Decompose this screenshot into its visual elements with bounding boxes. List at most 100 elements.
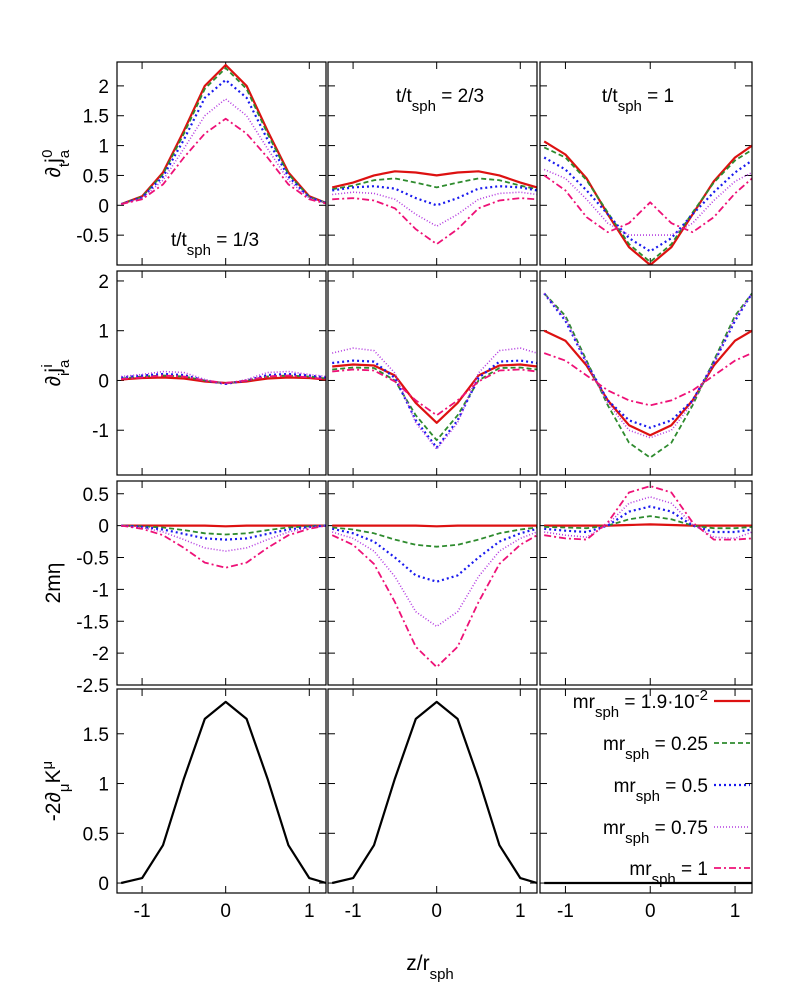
series-line-0 [121,524,326,528]
panel-frame [327,480,538,686]
x-tick-label: 1 [515,901,526,922]
series-line-2 [332,185,537,207]
panel-r0-c0: -0.5 0 0.5 1 1.5 2 [76,61,327,266]
panel-frame [116,61,327,266]
y-tick-label: 0.5 [83,166,109,187]
legend-label: mrsph = 1 [629,859,708,888]
legend-label: mrsph = 0.75 [603,818,708,847]
series-line-4 [332,368,537,417]
x-tick-label: -1 [345,901,362,922]
panel-frame [327,61,538,266]
x-tick-label: 1 [304,901,315,922]
series-line-4 [543,174,752,234]
legend-label: mrsph = 0.5 [614,776,708,805]
series-line-0 [543,329,752,437]
series-line-0 [332,363,537,424]
panel-r3-c2: -1 0 1 [539,688,753,922]
series-line-4 [121,524,326,569]
series-line-0 [121,376,326,385]
panel-frame [116,688,327,894]
panel-r0-c1 [327,61,538,266]
series-line-2 [121,524,326,541]
series-line-chern-simons [120,700,326,885]
x-tick-label: 0 [645,901,656,922]
series-line-2 [120,78,326,206]
panel-r1-c1 [327,270,538,476]
series-line-0 [120,63,326,206]
y-tick-label: -0.5 [76,226,109,247]
series-line-4 [121,374,326,384]
y-tick-label: -1.5 [76,612,109,633]
series-line-2 [543,292,752,429]
panel-r3-c1: -1 0 1 [327,688,538,922]
y-tick-label: 0 [98,517,109,538]
x-tick-label: 1 [730,901,741,922]
x-tick-label: 0 [431,901,442,922]
panel-frame [327,270,538,476]
x-tick-label: 0 [220,901,231,922]
panel-frame [539,61,753,266]
y-axis-label: 2mη [42,563,65,604]
series-line-4 [120,117,326,205]
series-line-3 [121,370,326,385]
panel-r2-c1 [327,480,538,686]
series-line-1 [332,526,537,548]
panel-r2-c0: -2.5 -2 -1.5 -1 -0.5 0 0.5 [76,480,327,697]
time-annotation: t/tsph = 1 [602,86,674,115]
x-tick-label: -1 [134,901,151,922]
panel-r3-c0: 0 0.5 1 1.5 -1 0 1 [83,688,327,922]
series-line-1 [544,515,752,530]
panel-frame [116,480,327,686]
y-axis-label: ∂tja0 [39,149,73,177]
y-tick-label: 1 [98,137,109,158]
y-tick-label: 0 [98,371,109,392]
panel-frame [539,270,753,476]
y-tick-label: -2.5 [76,676,109,697]
series-line-chern-simons [331,700,537,885]
series-line-2 [543,156,752,253]
series-line-0 [331,170,537,189]
series-line-4 [543,352,752,407]
series-line-3 [543,292,752,439]
panel-frame [539,480,753,686]
y-tick-label: 1.5 [83,725,109,746]
series-line-4 [332,197,537,246]
y-tick-label: -0.5 [76,549,109,570]
panel-frame [539,688,753,894]
series-line-2 [332,359,537,449]
time-annotation: t/tsph = 2/3 [396,86,484,115]
series-line-1 [332,177,537,191]
y-tick-label: 1.5 [83,107,109,128]
y-tick-label: 0 [98,874,109,895]
y-tick-label: 0 [98,196,109,217]
legend: mrsph = 1.9·10-2 mrsph = 0.25 mrsph = 0.5 m… [573,687,750,888]
series-line-1 [543,292,752,459]
series-line-0 [543,140,752,265]
y-tick-label: -2 [92,644,109,665]
y-axis-label: -2∂μKμ [39,761,73,821]
panel-frame [116,270,327,476]
time-annotation: t/tsph = 1/3 [171,230,259,259]
y-tick-label: 2 [98,77,109,98]
series-line-1 [120,67,326,205]
panel-frame [327,688,538,894]
series-line-2 [544,505,752,534]
series-line-1 [332,366,537,442]
series-line-0 [544,523,752,527]
y-tick-label: -1 [92,421,109,442]
x-tick-label: -1 [557,901,574,922]
series-line-4 [544,485,752,541]
y-tick-label: 1 [98,322,109,343]
legend-label: mrsph = 0.25 [603,734,708,763]
series-line-4 [331,534,537,668]
series-line-2 [331,527,537,583]
y-tick-label: 2 [98,272,109,293]
panel-r0-c2 [539,61,753,266]
series-line-3 [332,191,537,227]
series-line-3 [121,524,326,552]
y-tick-label: 0.5 [83,485,109,506]
y-tick-label: 1 [98,775,109,796]
legend-label: mrsph = 1.9·10-2 [573,687,708,721]
series-line-1 [543,146,752,263]
